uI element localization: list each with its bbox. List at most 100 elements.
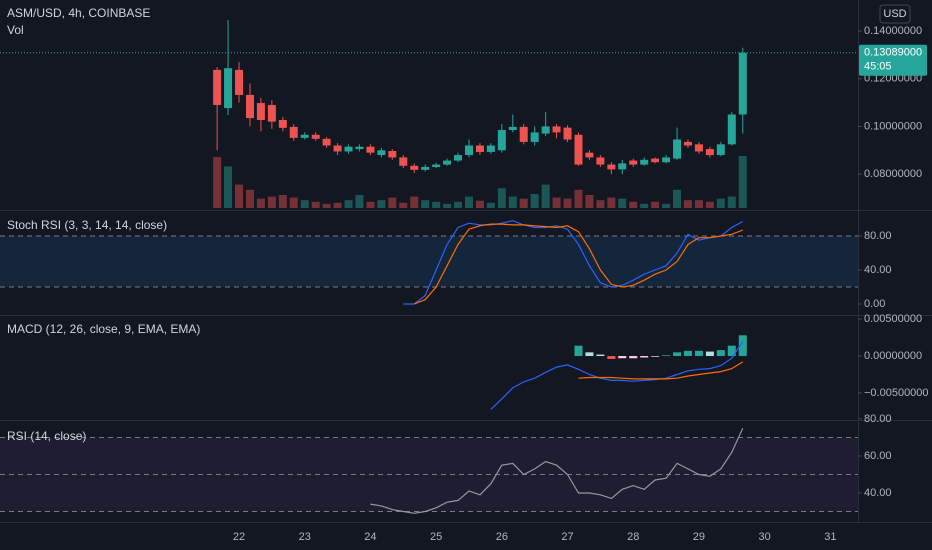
currency-box[interactable] [879, 4, 911, 24]
volume-bar [738, 156, 747, 208]
candle-body [399, 157, 408, 166]
volume-bar [662, 203, 671, 208]
histogram-bar [651, 356, 660, 357]
candle-body [497, 130, 506, 151]
volume-bar [399, 202, 408, 208]
candle-body [278, 119, 287, 128]
volume-bar [377, 200, 386, 208]
y-tick-label: 0.00000000 [864, 350, 922, 362]
candle-body [421, 166, 430, 170]
candle-body [300, 134, 309, 138]
indicator-title[interactable]: Stoch RSI (3, 3, 14, 14, close) [7, 218, 167, 232]
x-tick-label: 29 [693, 531, 705, 543]
y-tick-label: 0.00 [864, 298, 885, 310]
candle-body [716, 144, 725, 156]
symbol-title[interactable]: ASM/USD, 4h, COINBASE [7, 6, 150, 20]
candle-body [640, 159, 649, 165]
candle-body [530, 132, 539, 142]
histogram-bar [738, 335, 747, 357]
indicator-line [403, 220, 744, 305]
candle-body [311, 134, 320, 139]
indicator-title[interactable]: RSI (14, close) [7, 429, 86, 443]
volume-bar [727, 196, 736, 208]
x-tick-label: 27 [561, 531, 573, 543]
candle-body [486, 145, 495, 152]
volume-bar [574, 189, 583, 208]
volume-bar [651, 201, 660, 208]
candle-body [563, 127, 572, 140]
candle-body [552, 126, 561, 133]
volume-bar [256, 198, 265, 208]
volume-bar [366, 201, 375, 208]
candle-body [245, 94, 254, 119]
candle-body [366, 146, 375, 153]
indicator-line [578, 361, 744, 380]
y-tick-label: 0.10000000 [864, 120, 922, 132]
candle-body [585, 152, 594, 158]
volume-bar [694, 200, 703, 208]
candle-body [333, 145, 342, 152]
x-tick-label: 26 [496, 531, 508, 543]
volume-bar [443, 203, 452, 208]
volume-bar [618, 198, 627, 208]
volume-bar [607, 197, 616, 208]
candle-body [519, 126, 528, 142]
volume-bar [454, 201, 463, 208]
candle-body [508, 126, 517, 130]
volume-bar [432, 201, 441, 208]
histogram-bar [727, 345, 736, 357]
volume-bar [333, 202, 342, 208]
currency[interactable]: USD [883, 8, 906, 20]
volume-title[interactable]: Vol [7, 23, 24, 37]
volume-bar [508, 196, 517, 208]
volume-bar [300, 200, 309, 208]
histogram-bar [574, 345, 583, 357]
candle-body [267, 104, 276, 122]
volume-bar [213, 157, 222, 208]
volume-bar [563, 198, 572, 208]
volume-bar [486, 202, 495, 208]
volume-bar [224, 166, 233, 208]
volume-bar [530, 193, 539, 208]
candle-body [464, 145, 473, 156]
candle-body [683, 141, 692, 146]
indicator-title[interactable]: MACD (12, 26, close, 9, EMA, EMA) [7, 322, 200, 336]
y-tick-label: 40.00 [864, 487, 892, 499]
candle-body [738, 52, 747, 115]
candle-body [629, 160, 638, 165]
x-tick-label: 28 [627, 531, 639, 543]
candle-body [662, 157, 671, 163]
candle-body [235, 69, 244, 95]
last-price-box [859, 44, 927, 76]
volume-bar [344, 200, 353, 208]
volume-bar [716, 198, 725, 208]
y-tick-label: 0.08000000 [864, 168, 922, 180]
volume-bar [355, 195, 364, 208]
volume-bar [235, 184, 244, 208]
x-tick-label: 25 [430, 531, 442, 543]
candle-body [388, 150, 397, 158]
candle-body [475, 145, 484, 152]
y-tick-label: 60.00 [864, 450, 892, 462]
candle-body [651, 158, 660, 163]
histogram-bar [705, 351, 714, 357]
indicator-line [490, 340, 744, 410]
volume-bar [519, 198, 528, 208]
volume-bar [475, 200, 484, 208]
volume-bar [705, 201, 714, 208]
candle-body [596, 157, 605, 165]
histogram-bar [618, 356, 627, 359]
histogram-bar [673, 352, 682, 357]
candle-body [410, 165, 419, 170]
volume-bar [421, 200, 430, 208]
x-tick-label: 24 [364, 531, 376, 543]
volume-bar [683, 200, 692, 208]
volume-bar [464, 196, 473, 208]
volume-bar [629, 201, 638, 208]
candle-body [607, 164, 616, 170]
volume-bar [410, 196, 419, 208]
histogram-bar [629, 356, 638, 359]
histogram-bar [716, 350, 725, 357]
volume-bar [322, 203, 331, 208]
